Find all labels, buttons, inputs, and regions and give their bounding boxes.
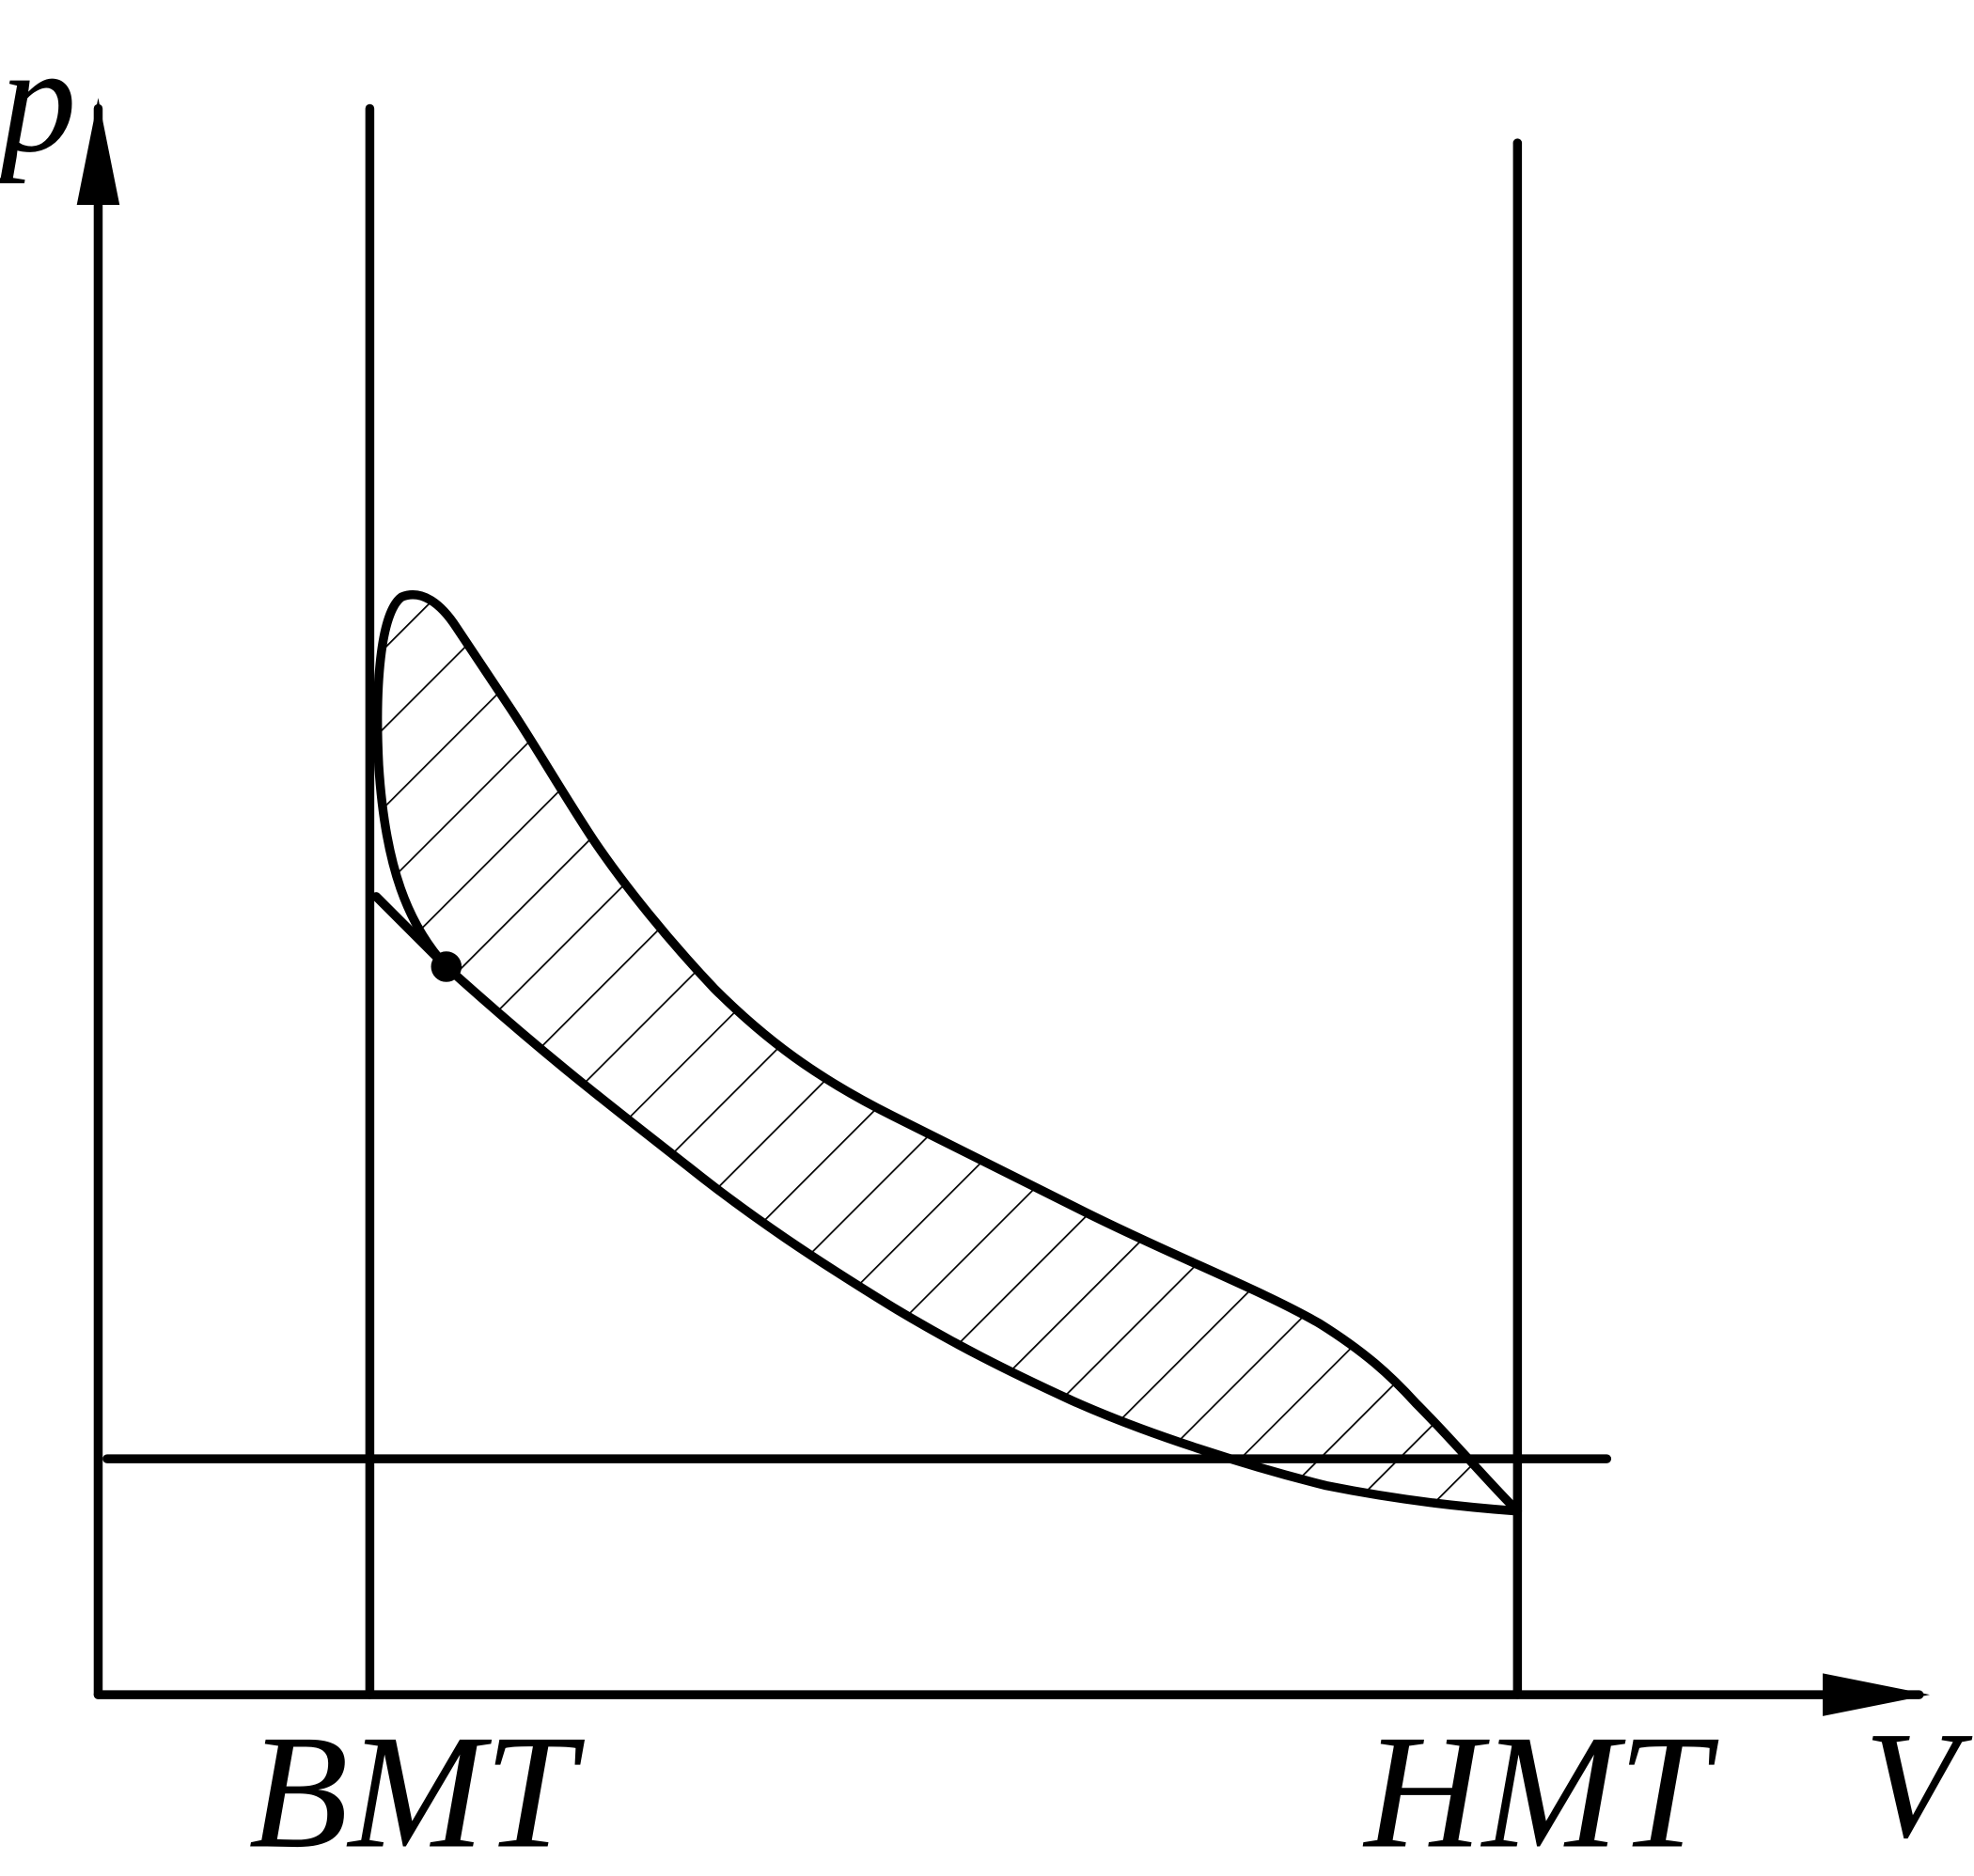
compression-curve <box>371 892 1523 1516</box>
x-axis-label: V <box>1864 1701 1973 1870</box>
bmt-label: BMT <box>249 1701 586 1876</box>
hmt-label: HMT <box>1363 1701 1719 1876</box>
ignition-point <box>431 951 462 982</box>
combustion-expansion-curve <box>372 590 1523 1516</box>
y-axis-label: p <box>0 15 76 184</box>
